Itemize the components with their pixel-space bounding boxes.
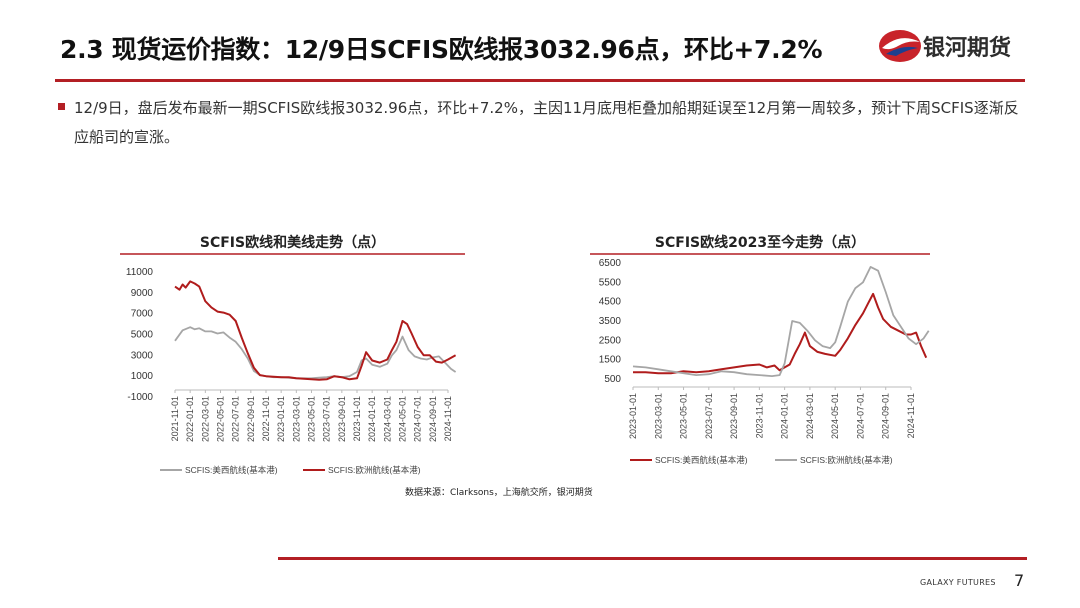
chart0-ytick-label: 11000 xyxy=(126,267,154,278)
chart0-ytick-label: -1000 xyxy=(127,392,153,403)
chart0-xtick-label: 2022-01-01 xyxy=(185,396,195,442)
chart0-xtick-label: 2023-11-01 xyxy=(352,396,362,441)
footer-brand: GALAXY FUTURES xyxy=(920,578,996,587)
chart0-series-1-line xyxy=(174,280,457,381)
chart0-ytick-label: 9000 xyxy=(131,288,154,299)
chart0-ytick-label: 5000 xyxy=(131,330,154,341)
chart0-xtick-label: 2024-07-01 xyxy=(413,396,423,442)
chart0-xtick-label: 2022-11-01 xyxy=(261,396,271,441)
chart0-xtick-label: 2022-09-01 xyxy=(246,396,256,442)
chart0-xtick-label: 2024-03-01 xyxy=(382,396,392,442)
chart0-xtick-label: 2023-05-01 xyxy=(307,396,317,442)
chart0-ytick-label: 1000 xyxy=(131,371,154,382)
chart1-ytick-label: 3500 xyxy=(599,316,622,327)
chart1-xtick-label: 2024-07-01 xyxy=(855,393,865,439)
chart1-ytick-label: 6500 xyxy=(599,258,622,269)
chart0-xtick-label: 2023-01-01 xyxy=(276,396,286,442)
chart1-legend-label: SCFIS:欧洲航线(基本港) xyxy=(800,455,893,465)
chart1-xtick-label: 2024-11-01 xyxy=(906,393,916,438)
chart1-series-1-line xyxy=(632,265,930,378)
chart1-xtick-label: 2024-05-01 xyxy=(830,393,840,439)
chart1-xtick-label: 2024-09-01 xyxy=(881,393,891,439)
page-title: 2.3 现货运价指数：12/9日SCFIS欧线报3032.96点，环比+7.2% xyxy=(60,35,823,64)
chart0-xtick-label: 2023-07-01 xyxy=(322,396,332,442)
bullet-text: 12/9日，盘后发布最新一期SCFIS欧线报3032.96点，环比+7.2%，主… xyxy=(74,99,1019,146)
chart1-svg: 11000 9000 7000 5000 3000 1000 -1000 2021-11-01… xyxy=(120,253,465,475)
chart0-xtick-label: 2024-11-01 xyxy=(443,396,453,441)
chart0-xtick-label: 2021-11-01 xyxy=(170,396,180,441)
page-number: 7 xyxy=(1014,571,1025,590)
chart1-xtick-label: 2023-09-01 xyxy=(729,393,739,439)
chart1-ytick-label: 500 xyxy=(604,374,621,385)
chart0-xtick-label: 2022-03-01 xyxy=(200,396,210,442)
chart1-xtick-label: 2024-03-01 xyxy=(805,393,815,439)
header-divider xyxy=(55,79,1025,82)
chart0-series-0-line xyxy=(174,326,457,380)
chart1-ytick-label: 4500 xyxy=(599,297,622,308)
chart1-legend-label: SCFIS:美西航线(基本港) xyxy=(655,455,748,465)
chart2-title: SCFIS欧线2023至今走势（点） xyxy=(654,235,866,251)
chart1-xtick-label: 2023-07-01 xyxy=(704,393,714,439)
chart0-xtick-label: 2024-05-01 xyxy=(398,396,408,442)
chart1-title: SCFIS欧线和美线走势（点） xyxy=(199,235,386,251)
logo-text: 银河期货 xyxy=(923,36,1012,61)
bullet-marker-icon xyxy=(58,103,65,110)
chart0-ytick-label: 3000 xyxy=(131,350,154,361)
chart1-series-0-line xyxy=(633,292,928,375)
chart1-ytick-label: 2500 xyxy=(599,335,622,346)
footer-divider xyxy=(278,557,1027,560)
chart1-ytick-label: 1500 xyxy=(599,355,622,366)
chart0-xtick-label: 2023-09-01 xyxy=(337,396,347,442)
chart0-xtick-label: 2024-01-01 xyxy=(367,396,377,442)
chart1-xtick-label: 2024-01-01 xyxy=(780,393,790,439)
chart0-legend-label: SCFIS:美西航线(基本港) xyxy=(185,465,278,475)
source-note: 数据来源：Clarksons，上海航交所，银河期货 xyxy=(405,488,593,498)
chart0-ytick-label: 7000 xyxy=(131,309,154,320)
chart1-xtick-label: 2023-11-01 xyxy=(754,393,764,438)
chart0-xtick-label: 2024-09-01 xyxy=(428,396,438,442)
chart2-svg: 6500 5500 4500 3500 2500 1500 500 2023-01-01 202… xyxy=(590,253,930,465)
chart0-xtick-label: 2022-07-01 xyxy=(231,396,241,442)
chart0-xtick-label: 2023-03-01 xyxy=(291,396,301,442)
chart1-ytick-label: 5500 xyxy=(599,277,622,288)
galaxy-logo-icon xyxy=(879,30,921,62)
chart1-xtick-label: 2023-01-01 xyxy=(628,393,638,439)
chart0-legend-label: SCFIS:欧洲航线(基本港) xyxy=(328,465,421,475)
chart0-xtick-label: 2022-05-01 xyxy=(216,396,226,442)
chart1-xtick-label: 2023-05-01 xyxy=(679,393,689,439)
chart1-xtick-label: 2023-03-01 xyxy=(653,393,663,439)
